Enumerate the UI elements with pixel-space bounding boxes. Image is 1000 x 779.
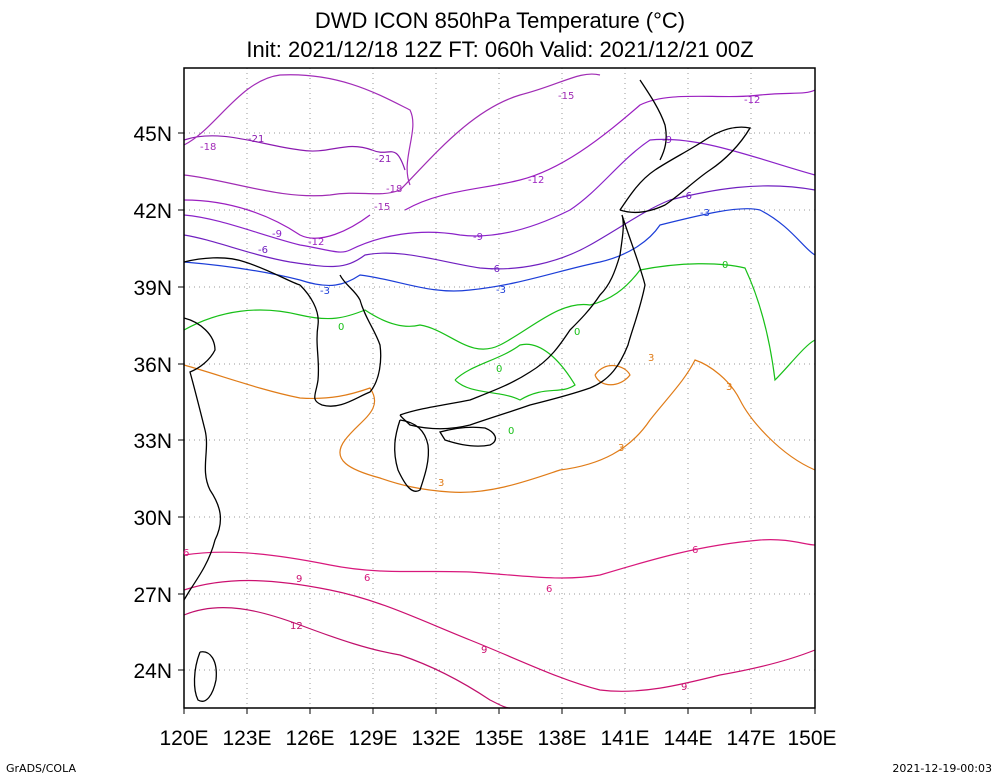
x-tick-label: 123E: [222, 727, 271, 750]
contour-label: 3: [618, 443, 624, 454]
y-tick-label: 33N: [133, 430, 172, 453]
contour-label: -6: [682, 191, 692, 202]
y-tick-label: 42N: [133, 200, 172, 223]
contour-label: 0: [574, 327, 580, 338]
manchuria-coast: [183, 257, 301, 286]
taiwan-coast: [193, 651, 217, 702]
contour-label: -3: [320, 286, 330, 297]
contour-label: -9: [473, 232, 483, 243]
contour-minus15: [183, 73, 601, 197]
contour-label: -9: [272, 229, 282, 240]
contour-label: 3: [726, 382, 732, 393]
x-tick-label: 135E: [474, 727, 523, 750]
contour-label: -3: [496, 285, 506, 296]
contour-label: -3: [700, 208, 710, 219]
contour-label: 0: [722, 260, 728, 271]
contour-label: -12: [308, 237, 324, 248]
x-tick-label: 150E: [787, 727, 836, 750]
contour-label: 9: [681, 682, 687, 693]
y-tick-label: 39N: [133, 277, 172, 300]
sakhalin-coast: [639, 79, 667, 161]
contour-labels: -21 -21 -18 -18 -15 -15 -12 -12 -12 -9 -…: [183, 91, 760, 693]
contour-label: 6: [692, 545, 698, 556]
contour-label: -12: [744, 95, 760, 106]
y-tick-label: 27N: [133, 584, 172, 607]
contour-minus6: [183, 185, 816, 270]
contour-label: 9: [296, 574, 302, 585]
contour-label: 0: [508, 426, 514, 437]
y-tick-label: 24N: [133, 660, 172, 683]
contour-plus9: [183, 579, 816, 692]
x-tick-label: 126E: [285, 727, 334, 750]
hokkaido-coast: [619, 126, 752, 214]
contour-zero-inner: [454, 343, 576, 401]
x-tick-label: 129E: [348, 727, 397, 750]
x-tick-label: 138E: [537, 727, 586, 750]
y-tick-label: 36N: [133, 354, 172, 377]
map-title: DWD ICON 850hPa Temperature (°C): [314, 8, 686, 33]
contour-label: 0: [338, 322, 344, 333]
footer-credit: GrADS/COLA: [6, 762, 76, 775]
x-tick-label: 144E: [663, 727, 712, 750]
contour-label: 6: [183, 548, 189, 559]
contour-label: -12: [528, 175, 544, 186]
contour-plus6: [183, 539, 816, 579]
y-tick-labels: 45N 42N 39N 36N 33N 30N 27N 24N: [133, 123, 172, 683]
x-tick-label: 141E: [600, 727, 649, 750]
contour-minus21: [183, 135, 406, 171]
axis-ticks: [178, 132, 816, 714]
contour-label: -21: [248, 134, 264, 145]
contour-plus3: [183, 359, 816, 493]
contour-label: -6: [258, 245, 268, 256]
contour-label: -6: [490, 264, 500, 275]
y-tick-label: 45N: [133, 123, 172, 146]
contour-label: -15: [374, 202, 390, 213]
contour-label: -21: [375, 154, 391, 165]
footer-timestamp: 2021-12-19-00:03: [892, 762, 992, 775]
china-coast: [183, 317, 222, 601]
x-tick-label: 147E: [726, 727, 775, 750]
contour-label: 6: [364, 573, 370, 584]
contour-label: -15: [558, 91, 574, 102]
honshu-coast: [399, 214, 646, 430]
contour-label: -9: [662, 135, 672, 146]
contour-zero: [183, 263, 816, 382]
y-tick-label: 30N: [133, 507, 172, 530]
grid-lines: [184, 68, 815, 708]
shikoku-coast: [438, 426, 497, 447]
contour-label: 6: [546, 584, 552, 595]
contour-minus12-west: [183, 199, 371, 239]
korea-coast: [299, 274, 382, 407]
contour-label: -18: [386, 184, 402, 195]
contour-label: 0: [496, 364, 502, 375]
contour-minus9: [183, 138, 816, 253]
map-subtitle: Init: 2021/12/18 12Z FT: 060h Valid: 202…: [246, 37, 754, 62]
contour-label: -18: [200, 142, 216, 153]
x-tick-label: 132E: [411, 727, 460, 750]
kyushu-coast: [394, 419, 430, 492]
contour-minus12-north: [404, 89, 816, 211]
contour-minus3: [183, 208, 816, 292]
contour-label: 12: [290, 621, 303, 632]
x-tick-label: 120E: [159, 727, 208, 750]
contour-label: 3: [438, 478, 444, 489]
contour-plus12: [183, 606, 511, 709]
contour-label: 9: [481, 645, 487, 656]
contour-plus3-small: [594, 365, 631, 386]
contour-label: 3: [648, 353, 654, 364]
coastlines: [183, 79, 752, 702]
x-tick-labels: 120E 123E 126E 129E 132E 135E 138E 141E …: [159, 727, 836, 750]
contour-minus18: [183, 74, 414, 186]
